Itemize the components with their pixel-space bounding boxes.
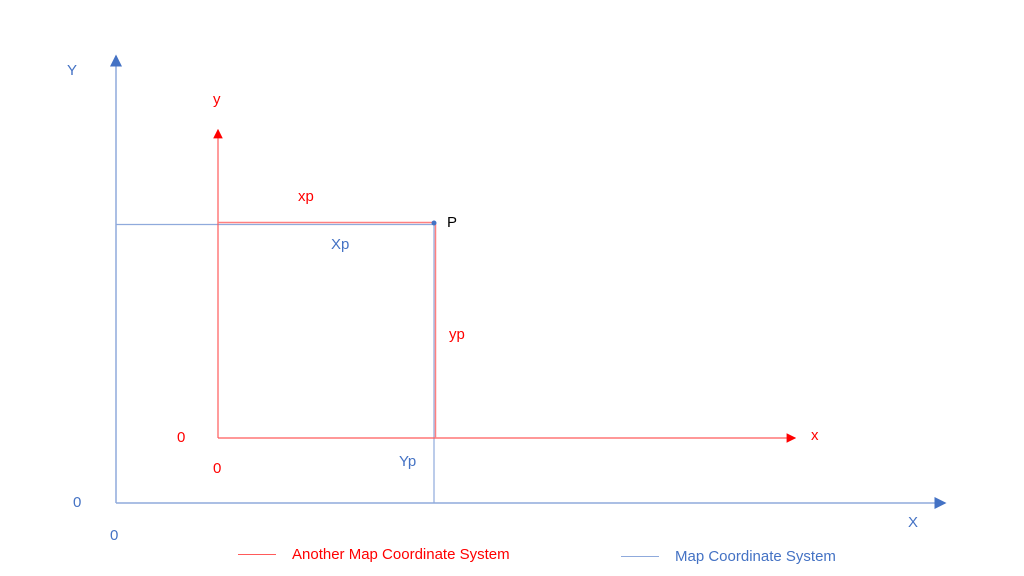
another-xp-label: xp: [298, 188, 314, 205]
map-xp-label: Xp: [331, 236, 350, 253]
another-origin-x-label: 0: [213, 460, 222, 477]
map-y-axis-label: Y: [67, 62, 78, 79]
legend-another-system-label: Another Map Coordinate System: [292, 546, 510, 563]
map-origin-y-label: 0: [73, 494, 82, 511]
another-origin-y-label: 0: [177, 429, 186, 446]
legend-red-line-swatch: [238, 554, 276, 555]
point-p-label: P: [447, 214, 458, 231]
another-x-axis-label: x: [811, 427, 819, 444]
another-yp-label: yp: [449, 326, 465, 343]
another-y-axis-label: y: [213, 91, 221, 108]
legend-map-system-label: Map Coordinate System: [675, 548, 836, 565]
map-origin-x-label: 0: [110, 527, 119, 544]
map-yp-label: Yp: [399, 453, 417, 470]
legend-item-map-system: Map Coordinate System: [621, 548, 836, 565]
point-p-marker: [431, 220, 437, 226]
legend-item-another-system: Another Map Coordinate System: [238, 546, 510, 563]
legend-blue-line-swatch: [621, 556, 659, 557]
map-x-axis-label: X: [908, 514, 919, 531]
